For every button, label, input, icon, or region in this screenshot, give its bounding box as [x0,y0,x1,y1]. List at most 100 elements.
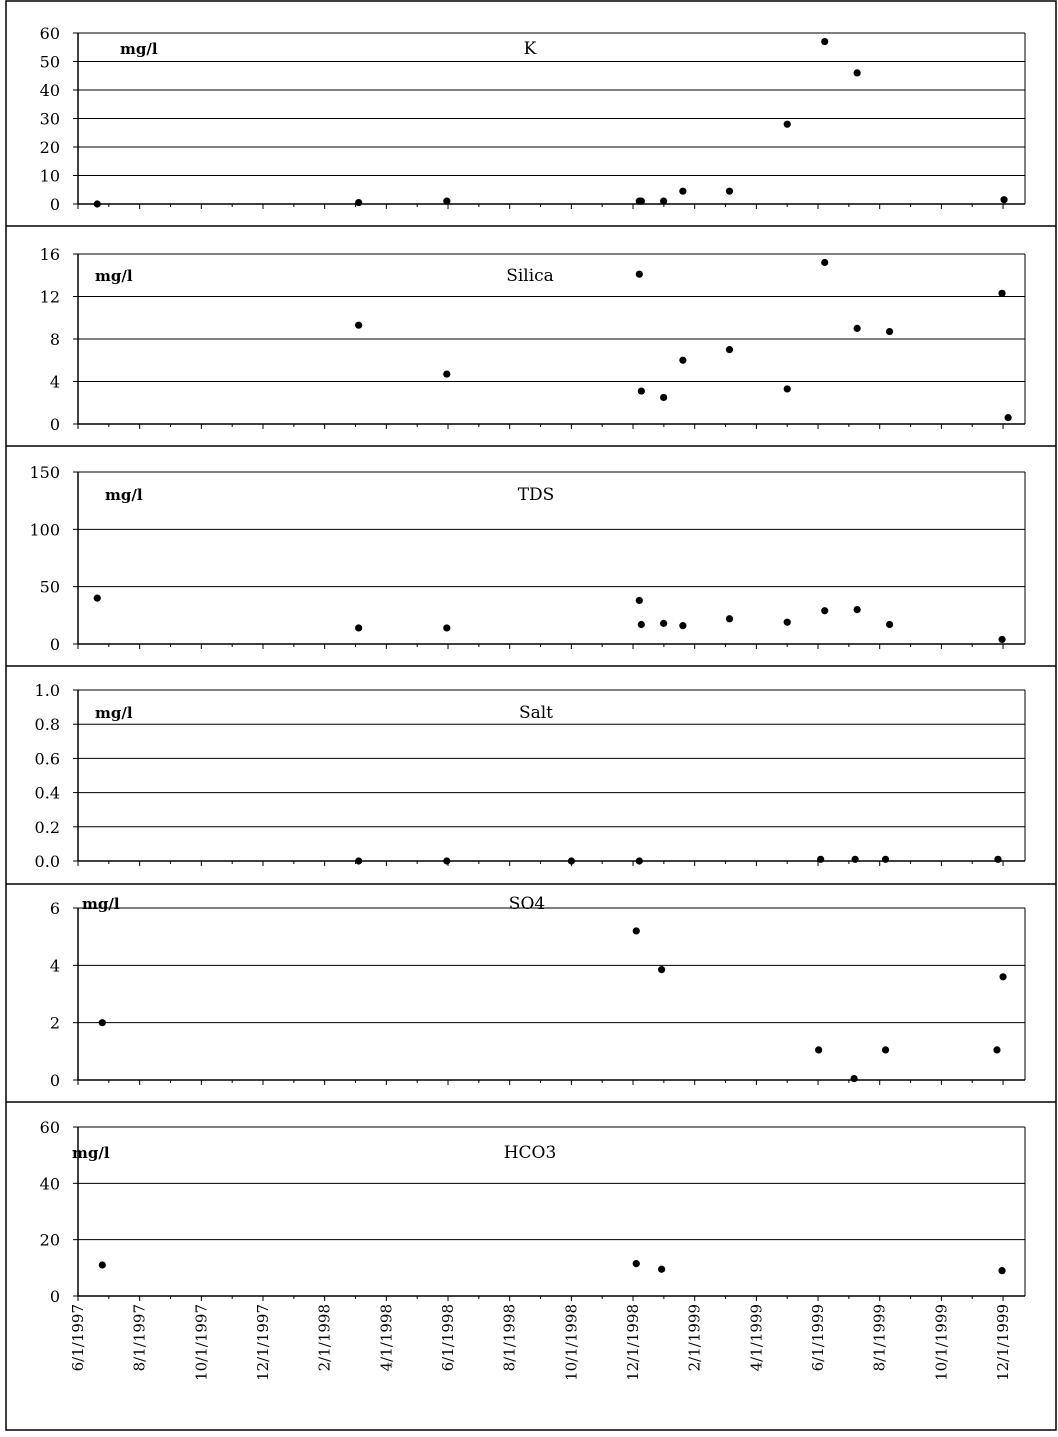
data-point [993,1046,1001,1054]
data-point [355,857,363,865]
y-tick-label: 40 [40,81,60,100]
y-tick-label: 50 [40,53,60,72]
data-point [783,385,791,393]
x-tick-label: 6/1/1997 [69,1304,87,1371]
data-point [443,197,451,205]
x-tick-label: 8/1/1997 [131,1304,149,1371]
data-point [885,620,894,629]
data-point [851,855,859,863]
data-point [637,387,645,395]
data-point [355,321,363,329]
x-tick-label: 6/1/1999 [809,1304,827,1371]
x-tick-label: 4/1/1998 [377,1304,395,1371]
x-tick-label: 8/1/1999 [871,1304,889,1371]
x-tick-label: 2/1/1998 [316,1304,334,1371]
data-point [999,973,1007,981]
data-point [821,258,829,267]
y-tick-label: 100 [29,520,60,539]
y-tick-label: 2 [50,1014,60,1033]
y-tick-label: 60 [40,1118,60,1137]
data-point [821,37,829,46]
data-point [355,624,363,632]
data-point [679,356,687,364]
y-tick-label: 16 [40,245,60,264]
y-tick-label: 6 [50,899,60,918]
x-tick-label: 6/1/1998 [439,1304,457,1371]
data-point [850,1074,858,1083]
data-point [632,927,640,935]
data-point [853,69,861,77]
data-point [853,324,861,332]
y-tick-label: 40 [40,1174,60,1193]
y-tick-label: 0 [50,1287,60,1306]
data-point [637,620,645,629]
x-tick-label: 4/1/1999 [747,1304,765,1371]
y-tick-label: 1.0 [35,681,60,700]
data-point [998,1267,1006,1275]
x-tick-label: 8/1/1998 [501,1304,519,1371]
y-tick-label: 30 [40,110,60,129]
data-point [817,855,825,863]
data-point [783,120,791,128]
panel-title: Salt [519,703,553,723]
y-tick-label: 0 [50,195,60,214]
y-tick-label: 4 [50,373,60,392]
data-point [93,594,101,602]
data-point [881,855,890,863]
data-point [1000,196,1008,204]
panel-title: K [524,39,537,59]
data-point [1004,414,1012,422]
data-point [821,607,829,615]
x-tick-label: 12/1/1998 [624,1304,642,1381]
panel-title: Silica [506,266,554,286]
y-tick-label: 0 [50,415,60,434]
data-point [853,606,861,614]
data-point [660,619,668,627]
y-tick-label: 150 [29,463,60,482]
data-point [725,615,734,623]
data-point [635,270,643,278]
data-point [355,198,363,207]
panel-tds: 0 50 100 150 mg/l TDS [6,445,1056,654]
data-point [567,857,576,865]
unit-label: mg/l [120,40,158,58]
data-point [635,857,643,865]
unit-label: mg/l [82,895,120,913]
y-tick-label: 0.0 [35,852,60,871]
data-point [658,966,666,974]
x-tick-label: 12/1/1997 [254,1304,272,1381]
unit-label: mg/l [95,267,133,285]
y-tick-label: 0.4 [35,784,60,803]
data-point [443,370,451,378]
y-tick-label: 20 [40,1231,60,1250]
panel-hco3: 0 20 40 60 mg/l HCO3 [6,1101,1056,1306]
unit-label: mg/l [95,704,133,722]
data-point [998,289,1006,297]
data-point [881,1046,890,1054]
data-point [443,857,451,865]
data-point [998,635,1006,644]
unit-label: mg/l [105,486,143,504]
data-point [658,1265,666,1273]
y-tick-label: 10 [40,167,60,186]
data-point [637,197,645,205]
x-tick-label: 2/1/1999 [686,1304,704,1371]
data-point [632,1260,640,1268]
x-tick-label: 10/1/1999 [932,1304,950,1381]
data-point [660,197,668,205]
x-tick-label: 10/1/1997 [192,1304,210,1381]
x-tick-label: 10/1/1998 [562,1304,580,1381]
y-tick-label: 0 [50,635,60,654]
data-point [660,393,668,402]
unit-label: mg/l [72,1144,110,1162]
data-point [783,618,791,626]
panel-title: HCO3 [504,1143,557,1163]
y-tick-label: 12 [40,288,60,307]
panel-k: 0 10 20 30 40 50 60 mg/l K [40,24,1026,214]
data-point [443,624,451,632]
y-tick-label: 0.2 [35,818,60,837]
y-tick-label: 0 [50,1071,60,1090]
data-point [98,1019,106,1027]
